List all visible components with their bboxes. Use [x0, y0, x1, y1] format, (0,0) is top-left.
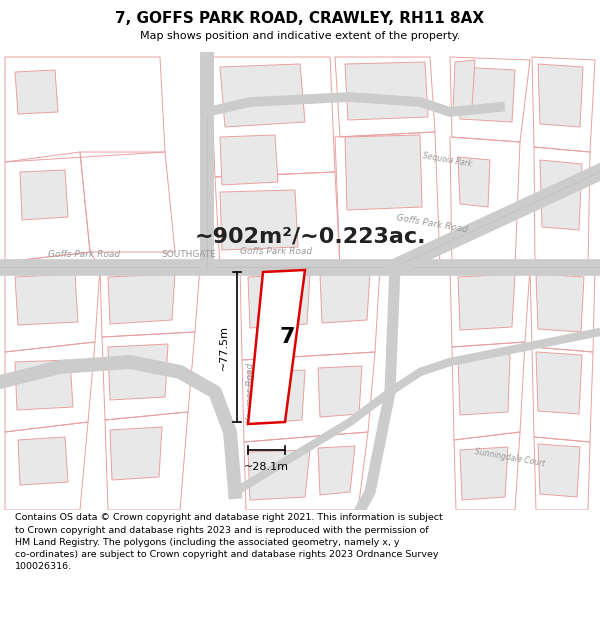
Text: 7: 7	[280, 327, 295, 347]
Polygon shape	[458, 354, 510, 415]
Polygon shape	[458, 274, 515, 330]
Polygon shape	[540, 160, 582, 230]
Polygon shape	[458, 67, 515, 122]
Polygon shape	[460, 447, 508, 500]
Polygon shape	[320, 272, 370, 323]
Polygon shape	[15, 274, 78, 325]
Polygon shape	[536, 352, 582, 414]
Polygon shape	[18, 437, 68, 485]
Text: Goffs Park Road: Goffs Park Road	[48, 251, 120, 259]
Polygon shape	[345, 135, 422, 210]
Text: Goffs Park Road: Goffs Park Road	[396, 213, 468, 234]
Text: ~77.5m: ~77.5m	[219, 324, 229, 369]
Polygon shape	[20, 170, 68, 220]
Polygon shape	[108, 344, 168, 400]
Polygon shape	[220, 64, 305, 127]
Polygon shape	[248, 270, 305, 424]
Polygon shape	[345, 62, 428, 120]
Polygon shape	[248, 450, 310, 500]
Polygon shape	[220, 135, 278, 185]
Polygon shape	[108, 274, 175, 324]
Text: Keymer Road: Keymer Road	[246, 363, 254, 423]
Text: Map shows position and indicative extent of the property.: Map shows position and indicative extent…	[140, 31, 460, 41]
Polygon shape	[453, 60, 475, 110]
Text: Sequoia Park: Sequoia Park	[422, 151, 472, 168]
Polygon shape	[536, 274, 584, 332]
Text: Contains OS data © Crown copyright and database right 2021. This information is : Contains OS data © Crown copyright and d…	[15, 514, 443, 571]
Polygon shape	[220, 190, 298, 250]
Text: Sunningdale Court: Sunningdale Court	[474, 447, 546, 468]
Polygon shape	[318, 446, 355, 495]
Polygon shape	[538, 444, 580, 497]
Polygon shape	[248, 274, 310, 328]
Text: 7, GOFFS PARK ROAD, CRAWLEY, RH11 8AX: 7, GOFFS PARK ROAD, CRAWLEY, RH11 8AX	[115, 11, 485, 26]
Polygon shape	[110, 427, 162, 480]
Polygon shape	[318, 366, 362, 417]
Polygon shape	[15, 360, 73, 410]
Polygon shape	[538, 64, 583, 127]
Text: ~28.1m: ~28.1m	[244, 462, 289, 472]
Text: Goffs Park Road: Goffs Park Road	[240, 247, 312, 256]
Text: ~902m²/~0.223ac.: ~902m²/~0.223ac.	[194, 227, 426, 247]
Polygon shape	[248, 370, 305, 424]
Text: SOUTHGATE: SOUTHGATE	[161, 251, 217, 259]
Polygon shape	[458, 157, 490, 207]
Polygon shape	[15, 70, 58, 114]
